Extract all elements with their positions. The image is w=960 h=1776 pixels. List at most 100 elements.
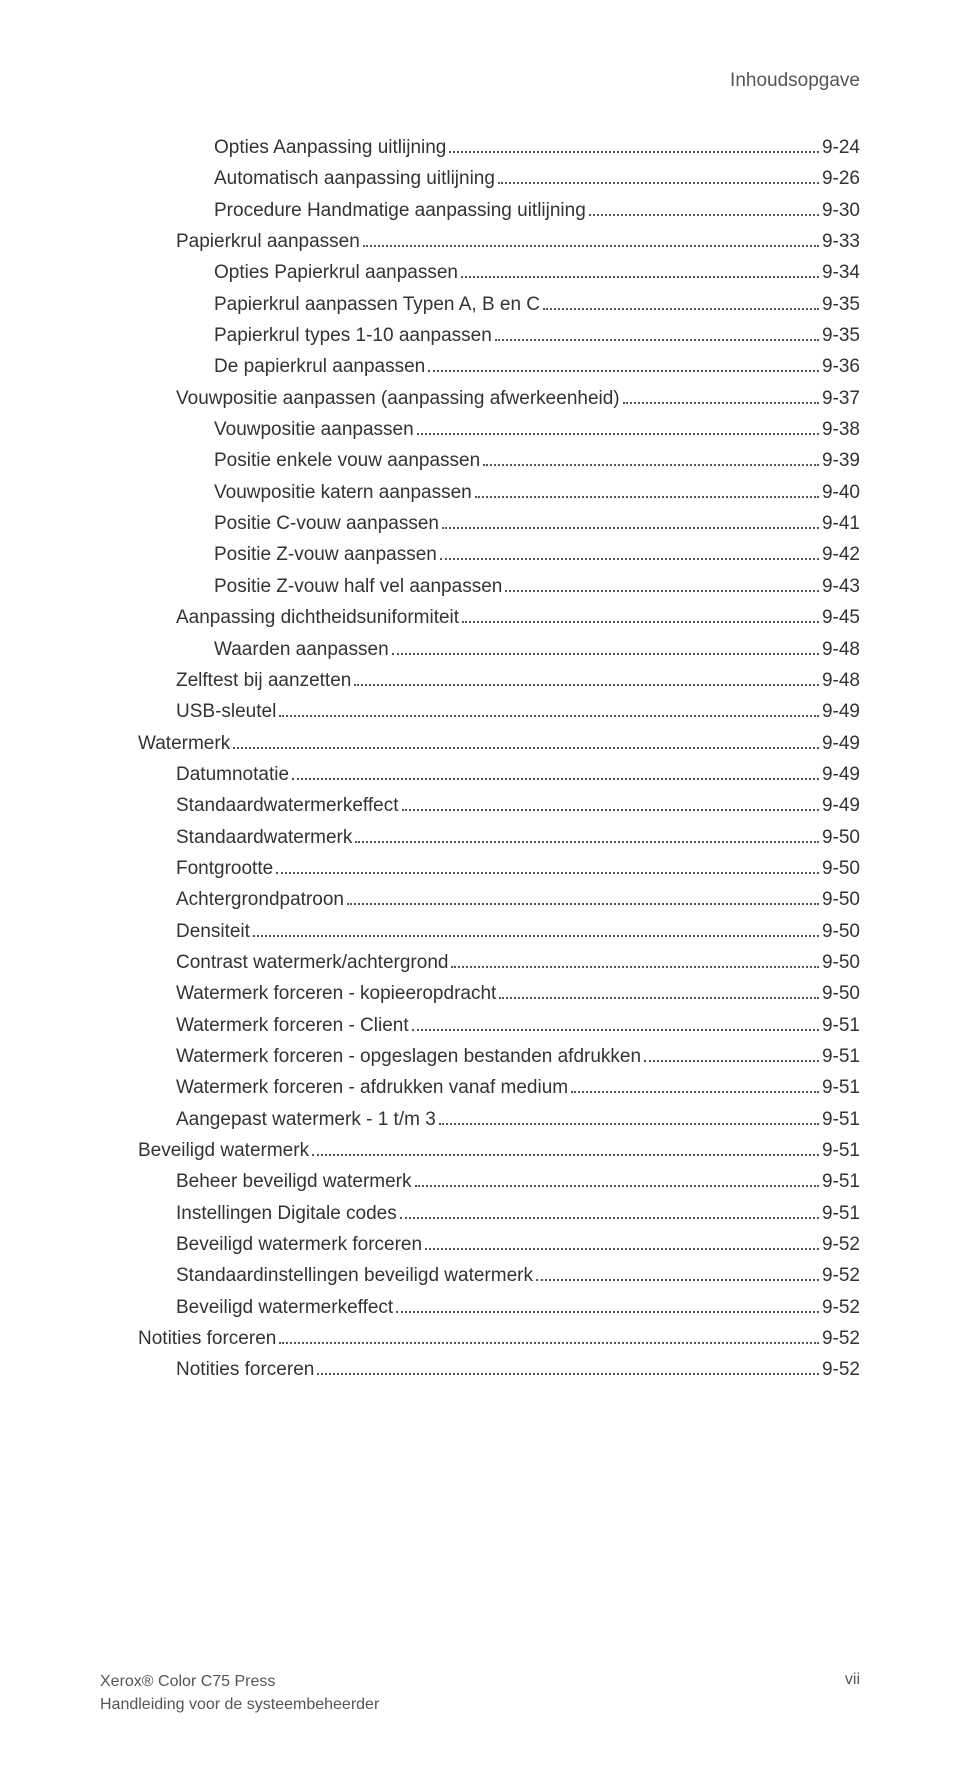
toc-entry: USB-sleutel 9-49 xyxy=(100,696,860,727)
toc-label: USB-sleutel xyxy=(176,696,276,727)
toc-label: Papierkrul aanpassen xyxy=(176,226,360,257)
toc-page: 9-43 xyxy=(822,571,860,602)
toc-entry: Positie C-vouw aanpassen 9-41 xyxy=(100,508,860,539)
toc-page: 9-40 xyxy=(822,477,860,508)
footer-subtitle: Handleiding voor de systeembeheerder xyxy=(100,1694,379,1716)
toc-page: 9-49 xyxy=(822,696,860,727)
toc-leader xyxy=(543,308,819,310)
toc-label: Watermerk forceren - kopieeropdracht xyxy=(176,978,496,1009)
toc-leader xyxy=(499,997,819,999)
toc-label: Waarden aanpassen xyxy=(214,634,389,665)
toc-page: 9-51 xyxy=(822,1198,860,1229)
toc-page: 9-49 xyxy=(822,790,860,821)
toc-entry: Papierkrul aanpassen Typen A, B en C9-35 xyxy=(100,289,860,320)
toc-entry: Papierkrul aanpassen9-33 xyxy=(100,226,860,257)
toc-entry: Positie Z-vouw aanpassen9-42 xyxy=(100,539,860,570)
toc-page: 9-51 xyxy=(822,1072,860,1103)
toc-entry: Watermerk forceren - Client9-51 xyxy=(100,1010,860,1041)
toc-leader xyxy=(392,653,819,655)
toc-entry: Aangepast watermerk - 1 t/m 39-51 xyxy=(100,1104,860,1135)
toc-label: Aanpassing dichtheidsuniformiteit xyxy=(176,602,459,633)
toc-leader xyxy=(233,747,819,749)
toc-leader xyxy=(276,872,819,874)
toc-label: Beveiligd watermerk xyxy=(138,1135,309,1166)
toc-label: Opties Papierkrul aanpassen xyxy=(214,257,458,288)
toc-label: Fontgrootte xyxy=(176,853,273,884)
toc-page: 9-42 xyxy=(822,539,860,570)
toc-entry: Positie enkele vouw aanpassen9-39 xyxy=(100,445,860,476)
toc-leader xyxy=(415,1185,819,1187)
toc-label: Papierkrul types 1-10 aanpassen xyxy=(214,320,492,351)
toc-page: 9-50 xyxy=(822,947,860,978)
toc-label: Watermerk forceren - afdrukken vanaf med… xyxy=(176,1072,568,1103)
toc-leader xyxy=(571,1091,819,1093)
toc-leader xyxy=(439,1123,819,1125)
toc-page: 9-51 xyxy=(822,1166,860,1197)
toc-label: Positie C-vouw aanpassen xyxy=(214,508,439,539)
toc-label: Standaardinstellingen beveiligd watermer… xyxy=(176,1260,533,1291)
toc-label: Achtergrondpatroon xyxy=(176,884,344,915)
toc-entry: Fontgrootte 9-50 xyxy=(100,853,860,884)
toc-entry: Datumnotatie9-49 xyxy=(100,759,860,790)
toc-entry: Watermerk 9-49 xyxy=(100,728,860,759)
toc-page: 9-30 xyxy=(822,195,860,226)
toc-label: Papierkrul aanpassen Typen A, B en C xyxy=(214,289,540,320)
toc-leader xyxy=(425,1248,819,1250)
toc-entry: Beveiligd watermerkeffect9-52 xyxy=(100,1292,860,1323)
toc-entry: Opties Papierkrul aanpassen 9-34 xyxy=(100,257,860,288)
toc-entry: Notities forceren9-52 xyxy=(100,1323,860,1354)
toc-label: Aangepast watermerk - 1 t/m 3 xyxy=(176,1104,436,1135)
toc-page: 9-45 xyxy=(822,602,860,633)
toc-entry: Standaardwatermerkeffect9-49 xyxy=(100,790,860,821)
toc-entry: Densiteit 9-50 xyxy=(100,916,860,947)
toc-leader xyxy=(417,433,819,435)
toc-leader xyxy=(396,1311,819,1313)
toc-entry: Positie Z-vouw half vel aanpassen9-43 xyxy=(100,571,860,602)
toc-leader xyxy=(347,903,819,905)
toc-page: 9-39 xyxy=(822,445,860,476)
toc-page: 9-49 xyxy=(822,728,860,759)
toc-leader xyxy=(623,402,819,404)
toc-label: Beheer beveiligd watermerk xyxy=(176,1166,412,1197)
toc-label: Automatisch aanpassing uitlijning xyxy=(214,163,495,194)
toc-entry: Instellingen Digitale codes9-51 xyxy=(100,1198,860,1229)
toc-page: 9-41 xyxy=(822,508,860,539)
toc-entry: De papierkrul aanpassen9-36 xyxy=(100,351,860,382)
toc-entry: Beheer beveiligd watermerk 9-51 xyxy=(100,1166,860,1197)
toc-leader xyxy=(644,1060,819,1062)
toc-page: 9-34 xyxy=(822,257,860,288)
toc-label: Opties Aanpassing uitlijning xyxy=(214,132,446,163)
page-header: Inhoudsopgave xyxy=(100,70,860,92)
toc-page: 9-50 xyxy=(822,884,860,915)
toc-list: Opties Aanpassing uitlijning9-24Automati… xyxy=(100,132,860,1386)
toc-entry: Standaardinstellingen beveiligd watermer… xyxy=(100,1260,860,1291)
toc-page: 9-50 xyxy=(822,853,860,884)
toc-entry: Waarden aanpassen 9-48 xyxy=(100,634,860,665)
toc-leader xyxy=(279,715,819,717)
toc-label: Watermerk xyxy=(138,728,230,759)
footer-page-number: vii xyxy=(845,1671,860,1689)
toc-label: Densiteit xyxy=(176,916,250,947)
toc-label: Notities forceren xyxy=(138,1323,276,1354)
toc-page: 9-50 xyxy=(822,822,860,853)
toc-label: Vouwpositie katern aanpassen xyxy=(214,477,472,508)
toc-entry: Vouwpositie aanpassen (aanpassing afwerk… xyxy=(100,383,860,414)
toc-label: Datumnotatie xyxy=(176,759,289,790)
toc-page: 9-48 xyxy=(822,634,860,665)
toc-leader xyxy=(440,558,819,560)
toc-label: Standaardwatermerk xyxy=(176,822,352,853)
toc-leader xyxy=(402,809,819,811)
toc-leader xyxy=(292,778,819,780)
toc-entry: Vouwpositie katern aanpassen 9-40 xyxy=(100,477,860,508)
toc-page: 9-26 xyxy=(822,163,860,194)
toc-leader xyxy=(428,370,819,372)
toc-leader xyxy=(442,527,819,529)
toc-leader xyxy=(483,464,819,466)
toc-entry: Watermerk forceren - opgeslagen bestande… xyxy=(100,1041,860,1072)
toc-page: 9-50 xyxy=(822,916,860,947)
toc-leader xyxy=(279,1342,819,1344)
toc-leader xyxy=(495,339,819,341)
toc-entry: Opties Aanpassing uitlijning9-24 xyxy=(100,132,860,163)
toc-entry: Beveiligd watermerk forceren 9-52 xyxy=(100,1229,860,1260)
toc-page: 9-52 xyxy=(822,1229,860,1260)
